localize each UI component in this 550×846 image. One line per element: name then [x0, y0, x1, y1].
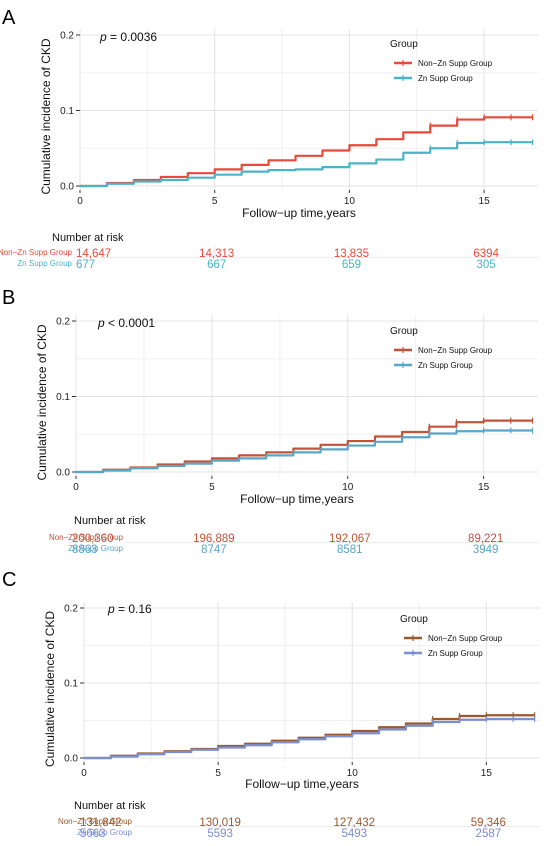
risk-value: 14,647: [76, 248, 111, 260]
y-tick-label: 0.0: [56, 468, 70, 479]
risk-value: 2587: [476, 828, 502, 840]
legend-label: Non−Zn Supp Group: [428, 634, 503, 643]
gridlines: [79, 29, 538, 190]
risk-table: Number at risk Non−Zn Supp Group 14,647 14,…: [0, 232, 538, 271]
series-line-non-zn: [80, 116, 533, 188]
risk-value: 5493: [341, 828, 367, 840]
series-line-non-zn: [76, 419, 533, 474]
risk-value: 8747: [201, 544, 227, 556]
risk-table-title: Number at risk: [52, 232, 124, 244]
risk-value: 667: [207, 259, 226, 271]
y-axis-title: Cumulative incidence of CKD: [39, 38, 53, 194]
p-value: p = 0.16: [107, 602, 152, 616]
x-tick-label: 0: [77, 196, 83, 207]
risk-value: 14,313: [199, 248, 234, 260]
y-tick-label: 0.2: [56, 317, 70, 328]
p-value: p < 0.0001: [97, 316, 155, 330]
series-line-zn: [84, 717, 535, 760]
y-tick-label: 0.1: [60, 106, 74, 117]
risk-value: 89,221: [468, 533, 503, 545]
panel-letter: B: [2, 287, 15, 309]
risk-value: 8581: [337, 544, 363, 556]
legend-label: Zn Supp Group: [428, 649, 483, 658]
legend-label: Non−Zn Supp Group: [418, 346, 493, 355]
x-tick-label: 15: [478, 482, 490, 493]
risk-value: 59,346: [471, 817, 506, 829]
risk-table-title: Number at risk: [74, 800, 146, 812]
risk-value: 8863: [72, 544, 98, 556]
x-tick-label: 10: [344, 196, 356, 207]
risk-row-name: Zn Supp Group: [77, 828, 132, 837]
y-tick-label: 0.1: [64, 679, 78, 690]
risk-value: 13,835: [334, 248, 369, 260]
x-tick-label: 15: [479, 196, 491, 207]
x-axis-title: Follow−up time,years: [242, 206, 356, 220]
y-tick-label: 0.1: [56, 392, 70, 403]
risk-value: 305: [477, 259, 496, 271]
risk-row-name: Non−Zn Supp Group: [0, 248, 73, 257]
x-tick-label: 10: [342, 482, 354, 493]
risk-row-name: Zn Supp Group: [68, 544, 123, 553]
risk-value: 5593: [207, 828, 233, 840]
x-axis-title: Follow−up time,years: [245, 777, 359, 791]
risk-value: 677: [76, 259, 95, 271]
gridlines: [75, 315, 538, 476]
risk-value: 131,842: [80, 817, 122, 829]
y-tick-label: 0.2: [64, 604, 78, 615]
legend-label: Zn Supp Group: [418, 74, 473, 83]
x-tick-label: 5: [215, 768, 221, 779]
x-tick-label: 0: [81, 768, 87, 779]
x-tick-label: 5: [209, 482, 215, 493]
legend-label: Non−Zn Supp Group: [418, 59, 493, 68]
legend-title: Group: [400, 614, 428, 625]
series-line-zn: [76, 429, 533, 474]
risk-row-name: Non−Zn Supp Group: [49, 533, 124, 542]
risk-value: 127,432: [333, 817, 375, 829]
risk-row-name: Non−Zn Supp Group: [58, 817, 133, 826]
x-tick-label: 5: [212, 196, 218, 207]
panel-c: C 0.0 0.1 0.2 0 5 10 15 Follow−up time,years Cumu…: [2, 569, 540, 840]
risk-value: 659: [342, 259, 361, 271]
risk-row-name: Zn Supp Group: [17, 259, 72, 268]
legend-label: Zn Supp Group: [418, 361, 473, 370]
risk-value: 6394: [473, 248, 499, 260]
legend-title: Group: [390, 326, 418, 337]
x-tick-label: 0: [73, 482, 79, 493]
risk-value: 200,360: [72, 533, 114, 545]
panel-letter: A: [2, 7, 16, 29]
risk-value: 130,019: [199, 817, 241, 829]
x-axis-title: Follow−up time,years: [240, 492, 354, 506]
y-axis-title: Cumulative incidence of CKD: [35, 324, 49, 480]
legend-title: Group: [390, 39, 418, 50]
p-value: p = 0.0036: [99, 30, 157, 44]
series-line-non-zn: [84, 714, 535, 760]
x-tick-label: 10: [347, 768, 359, 779]
risk-table-title: Number at risk: [74, 515, 146, 527]
y-tick-label: 0.2: [60, 31, 74, 42]
y-tick-label: 0.0: [60, 182, 74, 193]
risk-value: 192,067: [329, 533, 371, 545]
risk-value: 3949: [473, 544, 499, 556]
y-tick-label: 0.0: [64, 754, 78, 765]
series-line-zn: [80, 141, 533, 188]
panel-a: A 0.0 0.1 0.2 0 5 10 15 Follow−up time,years Cumu…: [0, 7, 538, 271]
risk-value: 196,889: [193, 533, 235, 545]
risk-value: 5663: [80, 828, 106, 840]
panel-b: B 0.0 0.1 0.2 0 5 10 15 Follow−up time,years Cumu…: [2, 287, 538, 556]
x-tick-label: 15: [481, 768, 493, 779]
y-axis-title: Cumulative incidence of CKD: [43, 611, 57, 767]
panel-letter: C: [2, 569, 16, 591]
